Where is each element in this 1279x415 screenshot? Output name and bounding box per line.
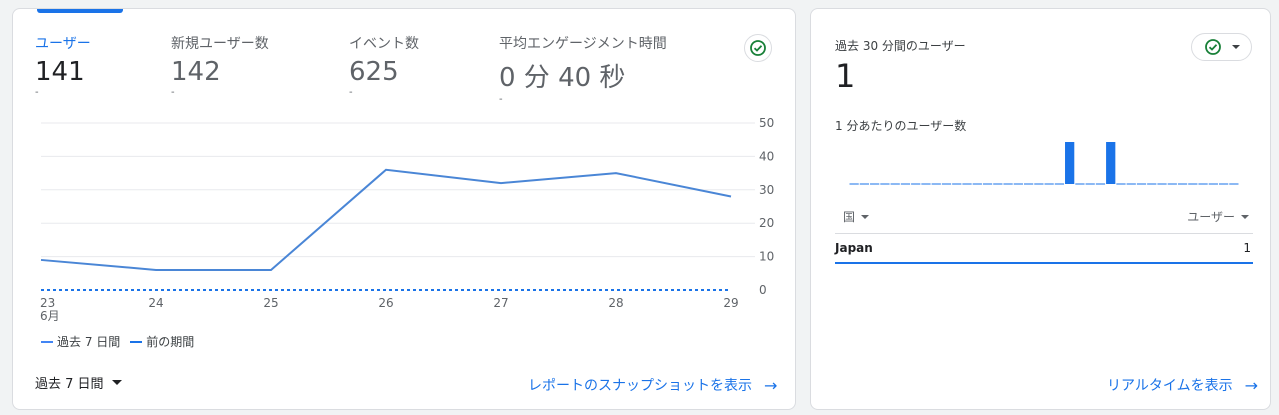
- y-tick-label: 50: [759, 116, 774, 130]
- metric-value: 625: [349, 57, 399, 87]
- insights-check-button[interactable]: [744, 34, 772, 62]
- metric-value: 0 分 40 秒: [499, 63, 626, 93]
- overview-card: ユーザー 141 - 新規ユーザー数 142 - イベント数 625 - 平均エ…: [12, 8, 796, 410]
- caret-down-icon: [1241, 214, 1249, 219]
- view-snapshot-label: レポートのスナップショットを表示: [528, 378, 752, 394]
- sort-country-button[interactable]: 国: [843, 208, 870, 225]
- caret-down-icon: [111, 380, 122, 385]
- series-line-current: [40, 168, 732, 271]
- legend-swatch-dashed: [130, 340, 143, 343]
- check-circle-icon: [750, 40, 766, 56]
- per-minute-label: 1 分あたりのユーザー数: [835, 119, 967, 133]
- minute-bar: [1065, 142, 1075, 184]
- caret-down-icon: [1231, 45, 1240, 49]
- column-users-label: ユーザー: [1187, 210, 1235, 224]
- column-country-label: 国: [843, 210, 856, 224]
- metric-tab-users[interactable]: ユーザー 141 -: [35, 33, 91, 99]
- date-range-dropdown[interactable]: 過去 7 日間: [35, 373, 122, 392]
- metric-delta: -: [499, 94, 503, 105]
- view-snapshot-link[interactable]: レポートのスナップショットを表示 →: [528, 375, 777, 395]
- caret-down-icon: [861, 214, 870, 219]
- metric-label: 新規ユーザー数: [171, 36, 269, 52]
- minute-bar: [1106, 142, 1116, 184]
- metric-label: 平均エンゲージメント時間: [499, 36, 667, 52]
- row-bar-underline: [835, 262, 1253, 264]
- metric-delta: -: [349, 87, 353, 98]
- table-divider: [835, 233, 1253, 234]
- legend-current-label: 過去 7 日間: [57, 335, 121, 349]
- legend-swatch-solid: [41, 340, 53, 343]
- y-tick-label: 20: [759, 216, 774, 230]
- users-line-chart: 0 10 20 30 40 50 23 24 25 26 27 28 29 6月: [40, 116, 774, 323]
- row-country: Japan: [835, 241, 873, 255]
- view-realtime-label: リアルタイムを表示: [1107, 378, 1233, 394]
- x-tick-label: 29: [723, 296, 738, 310]
- realtime-insights-dropdown[interactable]: [1191, 33, 1252, 61]
- metric-delta: -: [35, 87, 39, 98]
- view-realtime-link[interactable]: リアルタイムを表示 →: [1107, 375, 1258, 395]
- x-tick-label: 27: [493, 296, 508, 310]
- y-tick-label: 40: [759, 149, 774, 163]
- x-tick-label: 28: [608, 296, 623, 310]
- per-minute-bar-chart: [849, 142, 1239, 185]
- y-tick-label: 0: [759, 283, 767, 297]
- realtime-card: 過去 30 分間のユーザー 1 1 分あたりのユーザー数 国 ユーザー Japa…: [810, 8, 1271, 410]
- table-header: 国 ユーザー: [835, 205, 1253, 233]
- x-month-label: 6月: [40, 309, 60, 323]
- metric-label: ユーザー: [35, 36, 91, 52]
- y-tick-label: 30: [759, 183, 774, 197]
- arrow-right-icon: →: [1244, 375, 1258, 395]
- legend-previous-label: 前の期間: [146, 335, 195, 349]
- realtime-users-value: 1: [835, 57, 856, 95]
- metric-value: 141: [35, 57, 85, 87]
- check-circle-icon: [1204, 39, 1221, 55]
- metric-tab-engagement-time[interactable]: 平均エンゲージメント時間 0 分 40 秒 -: [499, 33, 667, 106]
- y-tick-label: 10: [759, 250, 774, 264]
- metric-tab-new-users[interactable]: 新規ユーザー数 142 -: [171, 33, 269, 99]
- metric-delta: -: [171, 87, 175, 98]
- x-tick-label: 25: [263, 296, 278, 310]
- row-users: 1: [1243, 241, 1251, 255]
- x-tick-label: 23: [40, 296, 55, 310]
- sort-users-button[interactable]: ユーザー: [1187, 208, 1249, 225]
- metric-tab-events[interactable]: イベント数 625 -: [349, 33, 419, 99]
- active-tab-indicator: [37, 9, 123, 13]
- realtime-title: 過去 30 分間のユーザー: [835, 39, 966, 53]
- date-range-label: 過去 7 日間: [35, 377, 104, 392]
- legend-current: 過去 7 日間: [41, 333, 120, 350]
- arrow-right-icon: →: [764, 375, 778, 395]
- x-tick-label: 24: [148, 296, 163, 310]
- metric-label: イベント数: [349, 36, 419, 52]
- table-row: Japan 1: [835, 235, 1253, 263]
- legend-previous: 前の期間: [130, 333, 194, 350]
- metric-value: 142: [171, 57, 221, 87]
- chart-legend: 過去 7 日間 前の期間: [41, 333, 204, 350]
- x-tick-label: 26: [378, 296, 393, 310]
